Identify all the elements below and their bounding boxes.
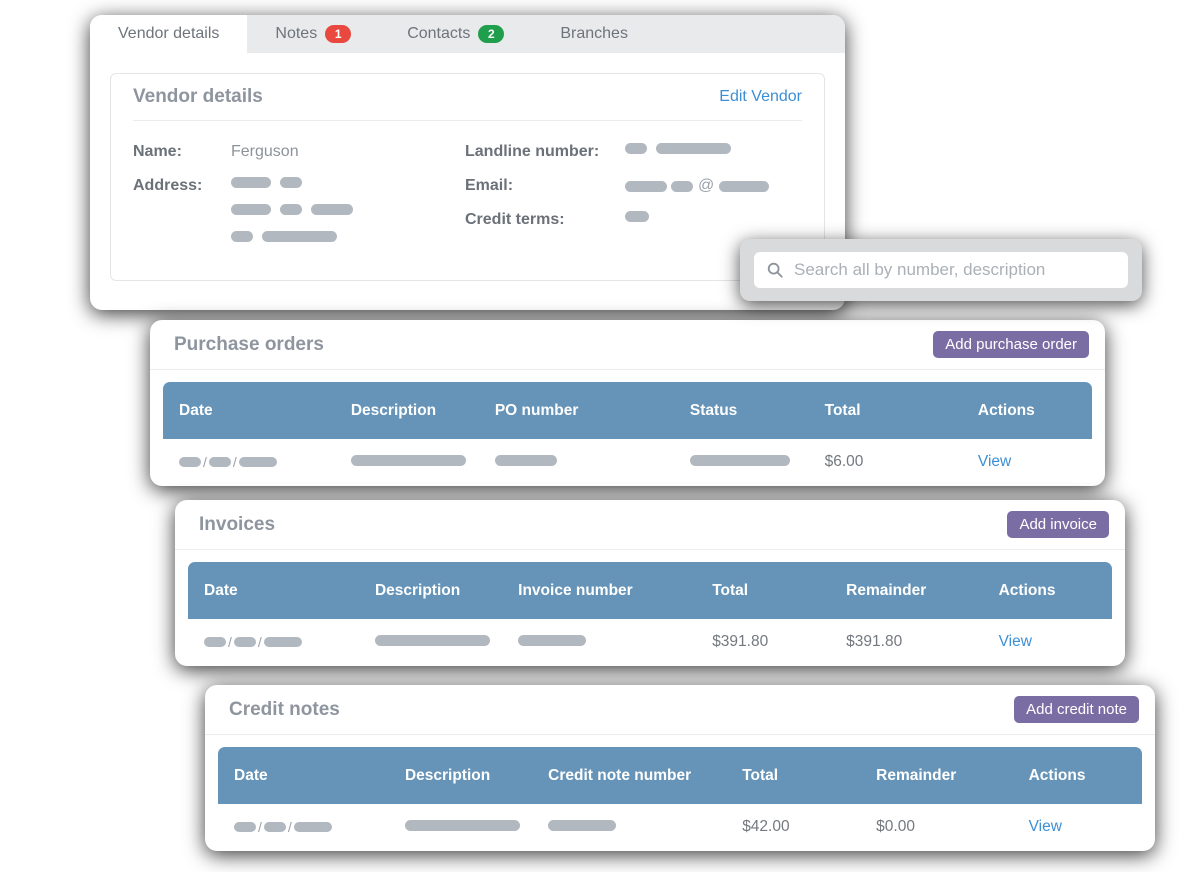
invoices-title: Invoices: [199, 513, 276, 535]
credit-note-number-value-redacted: [532, 818, 726, 836]
col-description: Description: [350, 401, 437, 419]
credit-notes-card: Credit notes Add credit note Date Descri…: [205, 685, 1155, 851]
panel-title: Vendor details: [133, 86, 263, 107]
view-purchase-order-link[interactable]: View: [977, 453, 1012, 470]
credit-terms-value-redacted: [625, 211, 649, 222]
contacts-count-badge: 2: [478, 25, 505, 43]
tab-bar: Vendor details Notes 1 Contacts 2 Branch…: [90, 15, 845, 53]
vendor-details-panel: Vendor details Edit Vendor Name: Ferguso…: [110, 73, 825, 281]
credit-notes-title: Credit notes: [229, 698, 340, 720]
col-po-number: PO number: [494, 401, 579, 419]
total-value: $42.00: [742, 818, 790, 835]
col-remainder: Remainder: [876, 766, 957, 784]
email-value-redacted: @: [625, 177, 770, 195]
view-credit-note-link[interactable]: View: [1028, 818, 1062, 835]
table-row: / / $6.00 View: [163, 439, 1092, 485]
col-remainder: Remainder: [846, 581, 927, 599]
col-total: Total: [712, 581, 749, 599]
col-total: Total: [742, 766, 779, 784]
col-status: Status: [689, 401, 738, 419]
landline-value-redacted: [625, 143, 731, 154]
purchase-orders-card: Purchase orders Add purchase order Date …: [150, 320, 1105, 486]
notes-count-badge: 1: [325, 25, 352, 43]
status-value-redacted: [674, 453, 809, 471]
tab-label: Notes: [275, 25, 318, 42]
col-total: Total: [824, 401, 861, 419]
credit-notes-table: Date Description Credit note number Tota…: [218, 747, 1142, 850]
search-bar: [740, 239, 1142, 301]
table-row: / / $42.00 $0.00 View: [218, 804, 1142, 850]
edit-vendor-link[interactable]: Edit Vendor: [719, 88, 802, 105]
email-field: Email: @: [465, 177, 802, 195]
table-row: / / $391.80 $391.80 View: [188, 619, 1112, 665]
credit-notes-header: Credit notes Add credit note: [205, 685, 1155, 735]
col-date: Date: [234, 766, 268, 784]
search-field-wrap: [754, 252, 1128, 288]
date-value-redacted: / /: [218, 819, 389, 835]
col-credit-note-number: Credit note number: [548, 766, 692, 784]
table-header-row: Date Description Invoice number Total Re…: [188, 562, 1112, 619]
purchase-orders-title: Purchase orders: [174, 333, 324, 355]
view-invoice-link[interactable]: View: [998, 633, 1032, 650]
table-header-row: Date Description PO number Status Total …: [163, 382, 1092, 439]
tab-label: Contacts: [407, 25, 471, 42]
col-description: Description: [374, 581, 461, 599]
invoices-table: Date Description Invoice number Total Re…: [188, 562, 1112, 665]
col-actions: Actions: [998, 581, 1056, 599]
total-value: $6.00: [824, 453, 864, 470]
tab-contacts[interactable]: Contacts 2: [379, 15, 532, 53]
email-label: Email:: [465, 177, 514, 194]
invoice-number-value-redacted: [502, 633, 696, 651]
address-field: Address:: [133, 177, 465, 242]
col-actions: Actions: [977, 401, 1035, 419]
vendor-details-card: Vendor details Notes 1 Contacts 2 Branch…: [90, 15, 845, 310]
purchase-orders-table: Date Description PO number Status Total …: [163, 382, 1092, 485]
name-field: Name: Ferguson: [133, 143, 465, 161]
description-value-redacted: [359, 633, 502, 651]
add-purchase-order-button[interactable]: Add purchase order: [933, 331, 1089, 358]
search-input[interactable]: [794, 260, 1116, 280]
remainder-value: $391.80: [846, 633, 903, 650]
add-credit-note-button[interactable]: Add credit note: [1014, 696, 1139, 723]
col-actions: Actions: [1028, 766, 1086, 784]
col-invoice-number: Invoice number: [518, 581, 633, 599]
landline-label: Landline number:: [465, 143, 600, 160]
col-date: Date: [179, 401, 213, 419]
credit-terms-field: Credit terms:: [465, 211, 802, 229]
tab-label: Branches: [560, 25, 628, 42]
col-date: Date: [204, 581, 238, 599]
description-value-redacted: [389, 818, 532, 836]
invoices-card: Invoices Add invoice Date Description In…: [175, 500, 1125, 666]
landline-field: Landline number:: [465, 143, 802, 161]
tab-notes[interactable]: Notes 1: [247, 15, 379, 53]
email-at-symbol: @: [698, 177, 715, 194]
search-icon: [766, 261, 784, 279]
tab-branches[interactable]: Branches: [532, 15, 656, 53]
po-number-value-redacted: [479, 453, 674, 471]
purchase-orders-header: Purchase orders Add purchase order: [150, 320, 1105, 370]
tab-label: Vendor details: [118, 25, 220, 42]
table-header-row: Date Description Credit note number Tota…: [218, 747, 1142, 804]
tab-vendor-details[interactable]: Vendor details: [90, 15, 248, 53]
total-value: $391.80: [712, 633, 769, 650]
invoices-header: Invoices Add invoice: [175, 500, 1125, 550]
date-value-redacted: / /: [188, 634, 359, 650]
panel-header: Vendor details Edit Vendor: [133, 86, 802, 121]
address-value-redacted: [231, 177, 353, 242]
name-value: Ferguson: [231, 143, 299, 160]
credit-terms-label: Credit terms:: [465, 211, 565, 228]
col-description: Description: [404, 766, 491, 784]
vendor-card-body: Vendor details Edit Vendor Name: Ferguso…: [90, 53, 845, 281]
add-invoice-button[interactable]: Add invoice: [1007, 511, 1109, 538]
remainder-value: $0.00: [876, 818, 915, 835]
name-label: Name:: [133, 143, 182, 160]
date-value-redacted: / /: [163, 454, 335, 470]
description-value-redacted: [335, 453, 479, 471]
address-label: Address:: [133, 177, 203, 194]
vendor-fields: Name: Ferguson Address:: [133, 143, 802, 242]
